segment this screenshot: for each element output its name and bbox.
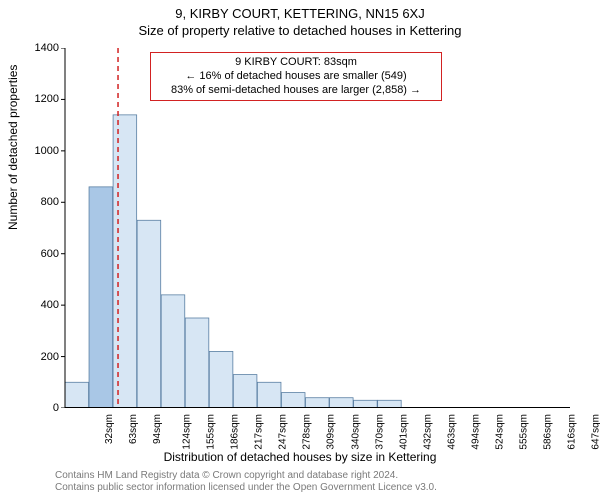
- x-tick: 647sqm: [591, 414, 600, 450]
- x-tick: 370sqm: [374, 414, 385, 450]
- y-tick: 800: [19, 196, 59, 208]
- x-tick: 432sqm: [422, 414, 433, 450]
- annotation-line3: 83% of semi-detached houses are larger (…: [157, 84, 435, 98]
- y-tick: 200: [19, 351, 59, 363]
- chart-area: 9 KIRBY COURT: 83sqm ← 16% of detached h…: [55, 48, 580, 408]
- annotation-box: 9 KIRBY COURT: 83sqm ← 16% of detached h…: [150, 52, 442, 101]
- annotation-line2: ← 16% of detached houses are smaller (54…: [157, 70, 435, 84]
- x-tick: 217sqm: [254, 414, 265, 450]
- x-tick: 401sqm: [398, 414, 409, 450]
- x-tick: 586sqm: [542, 414, 553, 450]
- x-tick: 63sqm: [128, 414, 139, 444]
- page-title-desc: Size of property relative to detached ho…: [0, 21, 600, 38]
- chart-container: 9, KIRBY COURT, KETTERING, NN15 6XJ Size…: [0, 0, 600, 500]
- x-tick: 463sqm: [446, 414, 457, 450]
- y-axis-label: Number of detached properties: [6, 65, 20, 230]
- footer-attribution: Contains HM Land Registry data © Crown c…: [55, 470, 437, 494]
- y-tick: 1400: [19, 42, 59, 54]
- footer-line1: Contains HM Land Registry data © Crown c…: [55, 470, 437, 482]
- histogram-plot: [55, 48, 580, 408]
- annotation-line1: 9 KIRBY COURT: 83sqm: [157, 56, 435, 70]
- x-tick: 186sqm: [230, 414, 241, 450]
- x-tick: 524sqm: [494, 414, 505, 450]
- x-tick: 278sqm: [302, 414, 313, 450]
- x-tick: 155sqm: [206, 414, 217, 450]
- y-tick: 400: [19, 299, 59, 311]
- y-tick: 0: [19, 402, 59, 414]
- x-tick: 124sqm: [182, 414, 193, 450]
- x-tick: 32sqm: [104, 414, 115, 444]
- y-tick: 600: [19, 248, 59, 260]
- y-tick: 1000: [19, 145, 59, 157]
- y-tick: 1200: [19, 93, 59, 105]
- footer-line2: Contains public sector information licen…: [55, 482, 437, 494]
- x-axis-label: Distribution of detached houses by size …: [0, 450, 600, 464]
- x-tick: 94sqm: [152, 414, 163, 444]
- page-title-address: 9, KIRBY COURT, KETTERING, NN15 6XJ: [0, 0, 600, 21]
- x-tick: 555sqm: [518, 414, 529, 450]
- x-tick: 340sqm: [350, 414, 361, 450]
- x-tick: 616sqm: [567, 414, 578, 450]
- x-tick: 309sqm: [326, 414, 337, 450]
- x-tick: 247sqm: [278, 414, 289, 450]
- x-tick: 494sqm: [470, 414, 481, 450]
